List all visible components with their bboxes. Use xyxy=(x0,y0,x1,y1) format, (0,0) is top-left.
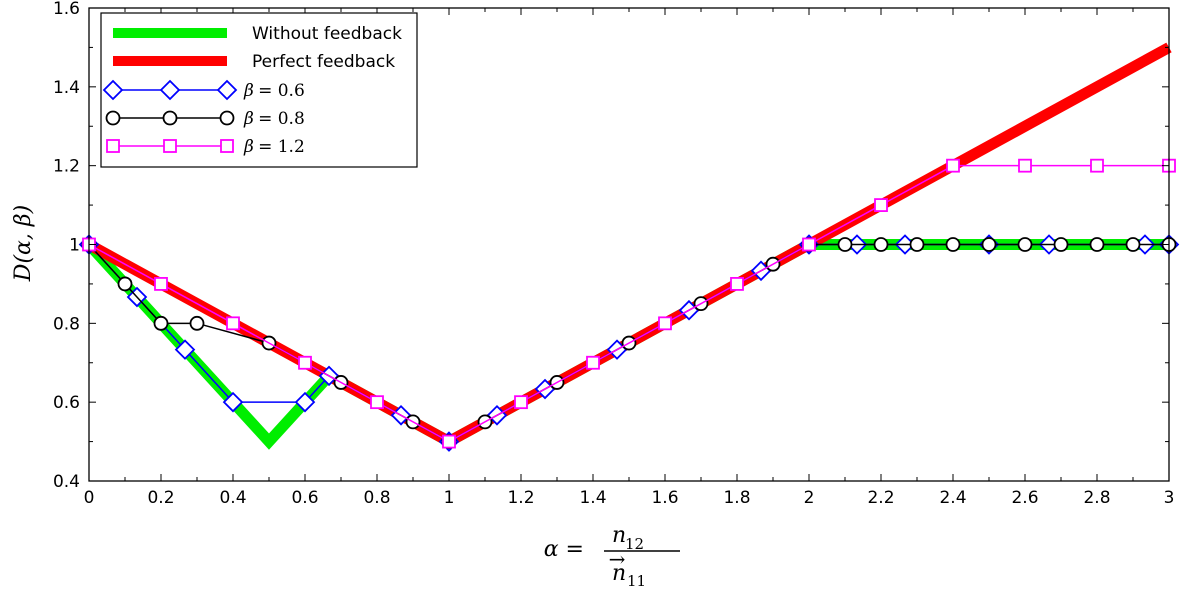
data-point-circle xyxy=(945,237,961,252)
legend-label-without-feedback: Without feedback xyxy=(252,24,402,44)
legend-swatch-beta-0.8 xyxy=(105,110,235,126)
x-tick-label: 1.8 xyxy=(723,488,750,508)
x-tick-label: 0.6 xyxy=(291,488,318,508)
data-point-circle xyxy=(873,237,889,252)
data-point-circle xyxy=(1089,237,1105,252)
x-label-denominator-arrow: → xyxy=(609,547,626,571)
y-tick-label: 0.6 xyxy=(53,393,80,413)
data-point-diamond xyxy=(222,391,244,413)
legend-marker-diamond xyxy=(216,79,238,101)
data-point-circle xyxy=(1017,237,1033,252)
data-point-circle xyxy=(981,237,997,252)
legend-swatch-beta-1.2 xyxy=(106,139,234,153)
x-tick-label: 1.6 xyxy=(651,488,678,508)
series-beta-1.2 xyxy=(82,158,1176,449)
data-point-square xyxy=(658,316,672,331)
y-tick-label: 0.4 xyxy=(53,472,80,492)
legend-marker-diamond xyxy=(102,79,124,101)
data-point-square xyxy=(586,355,600,370)
legend-marker-diamond xyxy=(159,79,181,101)
data-point-square xyxy=(154,277,168,291)
data-point-circle xyxy=(189,315,205,331)
legend: Without feedback Perfect feedback β = 0.… xyxy=(100,12,418,168)
y-tick-label: 1.6 xyxy=(53,0,80,19)
x-tick-label: 1.2 xyxy=(507,488,534,508)
y-tick-label: 0.8 xyxy=(53,314,80,334)
legend-swatch-beta-0.6 xyxy=(102,79,238,101)
legend-label-beta-1.2: β = 1.2 xyxy=(243,137,305,157)
x-tick-label: 1 xyxy=(444,488,455,508)
data-point-circle xyxy=(837,237,853,252)
data-point-diamond xyxy=(174,339,196,360)
legend-label-beta-0.6: β = 0.6 xyxy=(243,81,305,101)
data-point-square xyxy=(370,395,384,410)
data-point-square xyxy=(730,277,744,291)
legend-label-perfect-feedback: Perfect feedback xyxy=(252,52,395,72)
data-point-square xyxy=(298,355,312,370)
legend-marker-square xyxy=(163,139,177,153)
legend-label-beta-0.8: β = 0.8 xyxy=(243,109,305,129)
y-tick-label: 1.2 xyxy=(53,157,80,177)
y-axis-label: D(α, β) xyxy=(11,205,36,282)
series-line-beta-1.2 xyxy=(88,164,1169,443)
x-label-denominator: n xyxy=(612,561,626,586)
data-point-square xyxy=(226,316,240,331)
legend-marker-circle xyxy=(105,110,121,126)
axes: 0 0.2 0.4 0.6 0.8 1 1.2 1.4 1.6 1.8 2 2.2 2.4 2.6 2.8 3… xyxy=(53,0,1174,508)
x-label-denominator-sub: 11 xyxy=(627,572,646,590)
plot-area xyxy=(78,42,1180,452)
data-point-circle xyxy=(1053,237,1069,252)
legend-marker-circle xyxy=(219,110,235,126)
x-tick-label: 1.4 xyxy=(579,488,606,508)
x-tick-label: 2.6 xyxy=(1011,488,1038,508)
y-tick-label: 1 xyxy=(69,236,80,256)
x-label-lhs: α = xyxy=(544,537,584,562)
data-point-square xyxy=(1018,158,1032,173)
x-tick-label: 2.2 xyxy=(867,488,894,508)
x-tick-label: 0 xyxy=(84,488,95,508)
x-tick-label: 0.4 xyxy=(219,488,246,508)
data-point-square xyxy=(442,434,456,449)
data-point-diamond xyxy=(294,391,316,413)
data-point-circle xyxy=(153,315,169,331)
data-point-square xyxy=(874,198,888,212)
x-tick-label: 0.2 xyxy=(147,488,174,508)
legend-box xyxy=(100,12,418,168)
data-point-square xyxy=(514,395,528,410)
x-label-numerator: n xyxy=(612,523,626,548)
x-tick-label: 0.8 xyxy=(363,488,390,508)
data-point-square xyxy=(802,237,816,252)
data-point-circle xyxy=(909,237,925,252)
y-tick-label: 1.4 xyxy=(53,78,80,98)
legend-marker-square xyxy=(106,139,120,153)
legend-marker-circle xyxy=(162,110,178,126)
data-point-square xyxy=(946,158,960,173)
x-axis-label: α = n 12 → n 11 xyxy=(544,523,680,590)
data-point-square xyxy=(1090,158,1104,173)
x-tick-label: 2.4 xyxy=(939,488,966,508)
x-tick-label: 3 xyxy=(1164,488,1175,508)
x-tick-label: 2.8 xyxy=(1083,488,1110,508)
x-label-numerator-sub: 12 xyxy=(625,535,644,553)
legend-marker-square xyxy=(220,139,234,153)
x-tick-label: 2 xyxy=(804,488,815,508)
data-point-circle xyxy=(1125,237,1141,252)
data-point-circle xyxy=(117,276,133,292)
